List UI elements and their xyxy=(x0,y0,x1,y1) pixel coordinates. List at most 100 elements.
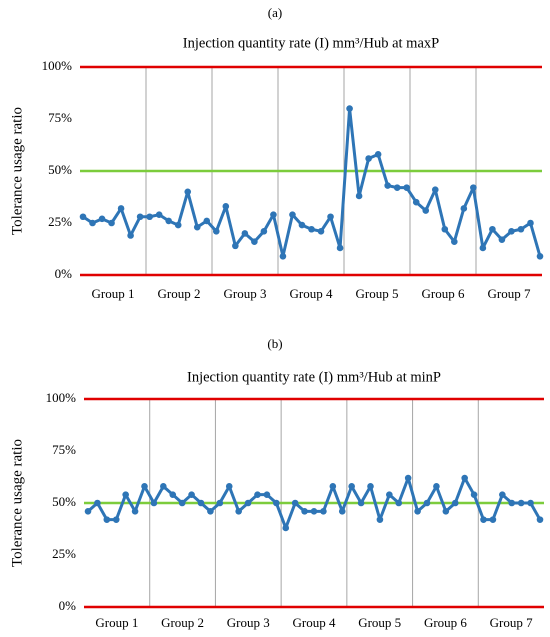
x-tick-label: Group 5 xyxy=(358,615,401,630)
data-point xyxy=(431,186,439,194)
data-point xyxy=(527,499,534,507)
data-point xyxy=(489,516,497,523)
data-point xyxy=(412,198,420,206)
data-point xyxy=(461,474,468,482)
data-point xyxy=(480,516,487,523)
x-tick-label: Group 4 xyxy=(290,286,333,301)
data-point xyxy=(117,205,125,212)
data-point xyxy=(395,499,403,507)
data-point xyxy=(203,217,211,225)
data-point xyxy=(225,483,233,490)
y-axis-label: Tolerance usage ratio xyxy=(9,439,25,567)
data-line xyxy=(82,107,542,258)
data-point xyxy=(146,213,153,221)
y-tick-label: 25% xyxy=(52,546,76,561)
x-tick-label: Group 2 xyxy=(158,286,201,301)
data-point xyxy=(94,499,101,507)
data-point xyxy=(273,499,280,507)
data-point xyxy=(301,508,308,515)
data-point xyxy=(232,242,239,250)
data-point xyxy=(197,499,205,507)
data-point xyxy=(376,516,384,523)
data-point xyxy=(270,211,277,218)
data-point xyxy=(79,213,87,221)
data-point xyxy=(367,483,374,490)
y-tick-label: 0% xyxy=(59,598,77,613)
data-point xyxy=(433,483,440,490)
data-point xyxy=(212,228,220,235)
y-axis-label: Tolerance usage ratio xyxy=(9,107,25,235)
data-point xyxy=(470,184,477,191)
x-tick-label: Group 1 xyxy=(92,286,135,301)
data-point xyxy=(222,203,230,210)
data-point xyxy=(404,474,412,482)
data-point xyxy=(336,244,344,252)
data-point xyxy=(108,219,115,227)
data-point xyxy=(165,217,172,225)
data-point xyxy=(241,230,249,237)
data-point xyxy=(251,238,258,246)
x-tick-label: Group 5 xyxy=(356,286,399,301)
data-point xyxy=(536,516,544,523)
data-point xyxy=(508,228,515,235)
data-point xyxy=(470,491,478,498)
data-point xyxy=(112,516,120,523)
panel-label: (a) xyxy=(268,5,282,20)
data-point xyxy=(98,215,106,223)
x-tick-label: Group 7 xyxy=(488,286,531,301)
x-tick-label: Group 2 xyxy=(161,615,204,630)
data-point xyxy=(479,244,487,252)
data-point xyxy=(348,483,355,490)
data-point xyxy=(279,252,287,260)
data-point xyxy=(298,221,306,229)
data-point xyxy=(244,499,252,507)
data-point xyxy=(498,236,506,243)
data-point xyxy=(451,499,459,507)
data-point xyxy=(489,225,496,233)
data-point xyxy=(136,213,144,221)
y-tick-label: 25% xyxy=(48,214,72,229)
data-point xyxy=(320,508,327,515)
data-point xyxy=(169,491,177,498)
data-point xyxy=(282,524,290,532)
y-tick-label: 0% xyxy=(55,266,73,281)
y-tick-label: 50% xyxy=(52,494,76,509)
y-tick-label: 75% xyxy=(48,110,72,125)
data-point xyxy=(310,508,318,515)
data-point xyxy=(338,508,346,515)
chart-title: Injection quantity rate (I) mm³/Hub at m… xyxy=(183,35,439,51)
data-point xyxy=(355,192,363,200)
data-point xyxy=(346,105,353,112)
data-point xyxy=(289,211,296,218)
data-point xyxy=(403,184,411,191)
data-point xyxy=(131,508,139,515)
data-point xyxy=(317,228,325,235)
data-point xyxy=(414,508,421,515)
data-point xyxy=(184,188,192,196)
data-point xyxy=(122,491,129,498)
x-tick-label: Group 3 xyxy=(224,286,267,301)
data-point xyxy=(207,508,214,515)
data-point xyxy=(451,238,458,246)
data-point xyxy=(329,483,337,490)
data-point xyxy=(188,491,195,498)
data-point xyxy=(141,483,148,490)
y-tick-label: 100% xyxy=(42,58,73,73)
data-point xyxy=(216,499,224,507)
data-point xyxy=(386,491,393,498)
data-point xyxy=(150,499,158,507)
data-point xyxy=(235,508,242,515)
panel-label: (b) xyxy=(267,336,282,351)
data-point xyxy=(393,184,401,191)
data-point xyxy=(442,508,450,515)
data-point xyxy=(155,211,163,218)
x-tick-label: Group 3 xyxy=(227,615,270,630)
data-point xyxy=(260,228,268,235)
data-point xyxy=(103,516,111,523)
data-point xyxy=(127,232,134,239)
data-point xyxy=(365,155,372,162)
chart-title: Injection quantity rate (I) mm³/Hub at m… xyxy=(187,369,441,385)
data-point xyxy=(517,499,525,507)
data-point xyxy=(357,499,365,507)
data-point xyxy=(193,223,201,231)
